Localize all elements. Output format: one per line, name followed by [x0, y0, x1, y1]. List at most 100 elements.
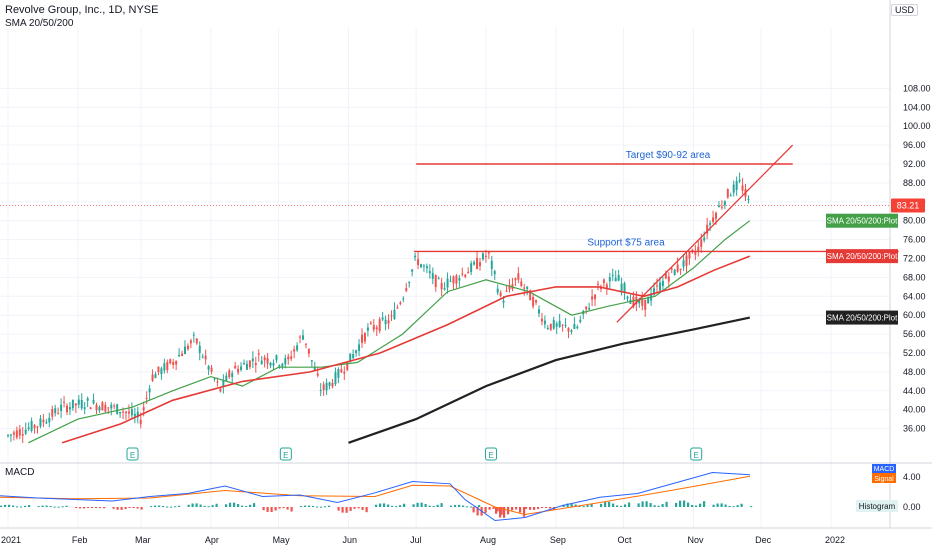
macd-hist-bar — [420, 502, 423, 507]
macd-hist-bar — [150, 506, 153, 508]
candle-body — [499, 292, 502, 297]
macd-hist-bar — [87, 507, 90, 508]
candle-body — [656, 285, 658, 287]
macd-hist-bar — [241, 505, 244, 507]
macd-hist-bar — [162, 506, 165, 508]
candle-body — [644, 299, 647, 310]
macd-hist-bar — [616, 505, 619, 507]
macd-hist-bar — [416, 502, 419, 507]
macd-hist-bar — [300, 506, 303, 508]
candle-body — [667, 276, 670, 282]
macd-hist-bar — [95, 507, 98, 508]
macd-hist-bar — [628, 502, 631, 507]
macd-hist-bar — [484, 507, 487, 513]
macd-hist-bar — [566, 503, 569, 507]
macd-hist-bar — [736, 505, 739, 507]
candle-body — [213, 378, 216, 380]
y-tick-label: 96.00 — [903, 140, 926, 150]
candle-body — [39, 418, 42, 427]
macd-hist-bar — [500, 507, 503, 515]
annotation-label-1: Target $90-92 area — [626, 150, 711, 161]
macd-hist-bar — [675, 502, 678, 507]
currency-badge[interactable]: USD — [890, 4, 918, 16]
candle-body — [145, 397, 148, 399]
macd-hist-bar — [112, 507, 115, 509]
candle-body — [189, 340, 192, 344]
macd-hist-bar — [478, 505, 481, 507]
candle-body — [12, 432, 15, 435]
macd-hist-bar — [653, 505, 656, 507]
macd-hist-bar — [691, 504, 694, 507]
macd-hist-bar — [612, 503, 615, 507]
candle-body — [526, 286, 529, 289]
candle-body — [567, 327, 570, 332]
candle-body — [287, 356, 290, 360]
candle-body — [18, 429, 21, 436]
macd-hist-bar — [436, 504, 439, 507]
macd-hist-bar — [174, 506, 177, 508]
y-tick-label: 44.00 — [903, 386, 926, 396]
candle-body — [322, 384, 325, 390]
candle-body — [664, 273, 667, 279]
candle-body — [688, 252, 691, 259]
macd-hist-bar — [75, 507, 78, 508]
macd-hist-bar — [391, 505, 394, 507]
y-tick-label: 72.00 — [903, 254, 926, 264]
macd-hist-bar — [661, 504, 664, 507]
candle-body — [611, 274, 614, 276]
candle-body — [732, 184, 735, 193]
candle-body — [508, 285, 511, 290]
candle-body — [623, 283, 626, 293]
macd-hist-bar — [83, 507, 86, 509]
candle-body — [195, 338, 198, 344]
candle-body — [517, 273, 520, 280]
candle-body — [219, 388, 222, 392]
macd-hist-bar — [387, 504, 390, 507]
macd-hist-bar — [740, 503, 743, 507]
x-tick-label: Nov — [687, 535, 704, 545]
candle-body — [594, 294, 597, 300]
sma-line-3 — [348, 316, 751, 444]
macd-hist-bar — [488, 507, 491, 510]
candle-body — [620, 283, 623, 291]
macd-hist-bar — [199, 504, 202, 507]
candle-body — [428, 271, 431, 274]
macd-hist-bar — [503, 507, 506, 518]
macd-hist-bar — [4, 504, 7, 507]
candle-body — [493, 271, 496, 275]
candle-body — [334, 372, 337, 385]
candle-body — [617, 274, 620, 281]
candle-body — [682, 260, 685, 267]
candle-body — [107, 407, 110, 409]
macd-hist-bar — [337, 507, 340, 511]
candle-body — [529, 290, 532, 301]
earnings-marker — [126, 447, 139, 461]
candle-body — [608, 277, 611, 282]
candle-body — [585, 306, 588, 310]
earnings-label: E — [283, 451, 288, 460]
macd-hist-bar — [65, 505, 68, 507]
macd-hist-bar — [523, 507, 526, 517]
candle-body — [92, 399, 95, 404]
candle-body — [626, 296, 629, 299]
y-tick-label: 92.00 — [903, 159, 926, 169]
sma-badge-label-2: SMA 20/50/200:Plot — [827, 252, 898, 261]
candle-body — [178, 354, 181, 357]
macd-hist-bar — [608, 501, 611, 507]
macd-legend-badge — [872, 464, 896, 473]
macd-hist-bar — [8, 504, 11, 507]
candle-body — [579, 319, 582, 322]
candle-body — [15, 430, 18, 438]
macd-hist-bar — [166, 506, 169, 508]
sma-badge-label-3: SMA 20/50/200:Plot — [827, 314, 898, 323]
macd-hist-bar — [511, 507, 514, 511]
candle-body — [186, 345, 189, 350]
candle-body — [113, 405, 116, 407]
candle-body — [467, 271, 470, 274]
macd-hist-bar — [379, 503, 382, 507]
candle-body — [670, 268, 673, 270]
macd-hist-bar — [395, 506, 398, 508]
candle-body — [192, 334, 195, 336]
candle-body — [313, 367, 316, 371]
